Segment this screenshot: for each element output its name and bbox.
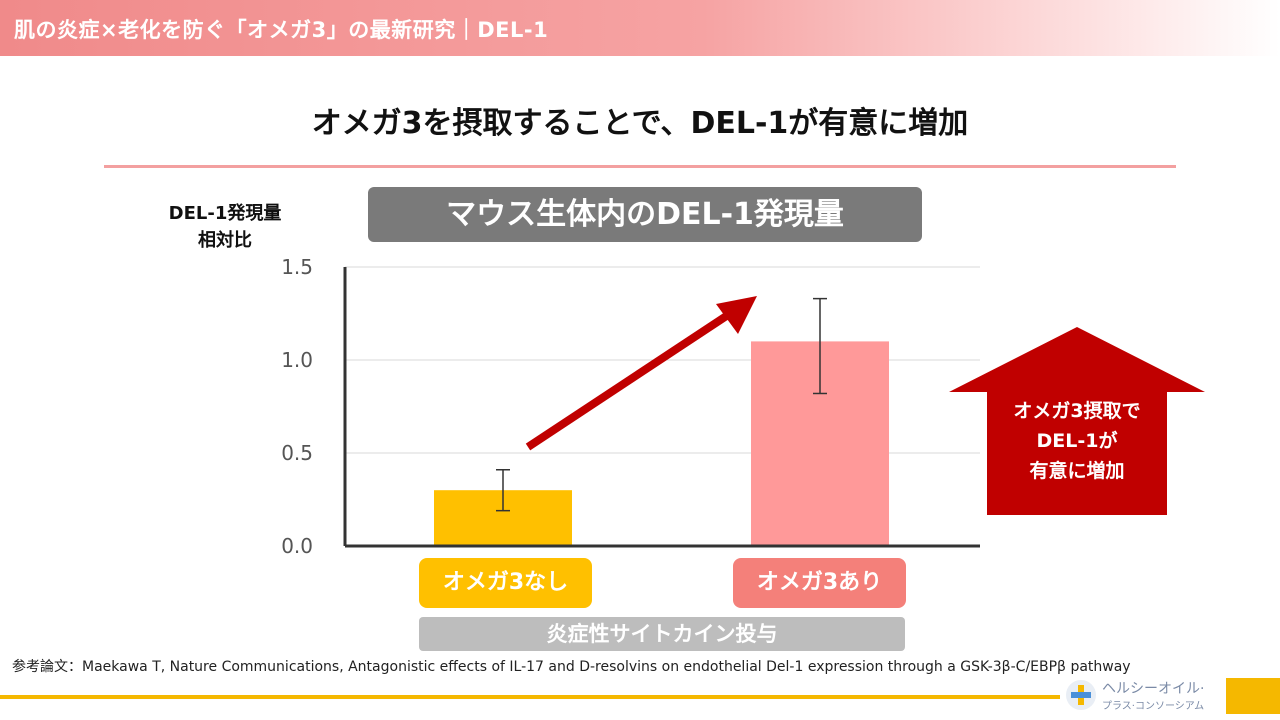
y-tick-label: 0.5 [281, 441, 313, 465]
corner-accent-block [1226, 678, 1280, 714]
y-axis-label-line2: 相対比 [198, 230, 252, 251]
y-axis-label: DEL-1発現量 相対比 [140, 200, 310, 254]
page-title: オメガ3を摂取することで、DEL-1が有意に増加 [311, 106, 969, 141]
trend-arrow-head [716, 296, 757, 334]
consortium-logo: ヘルシーオイル· プラス·コンソーシアム [1066, 678, 1226, 718]
callout-line2: DEL-1が [1036, 430, 1118, 452]
callout-up-arrow [949, 327, 1205, 515]
footer-rule [0, 695, 1060, 699]
title-divider [104, 165, 1176, 168]
header-bar: 肌の炎症×老化を防ぐ「オメガ3」の最新研究｜DEL-1 [0, 0, 1280, 56]
x-group-label: 炎症性サイトカイン投与 [419, 617, 905, 651]
y-tick-label: 0.0 [281, 534, 313, 558]
callout-text: オメガ3摂取で DEL-1が 有意に増加 [990, 396, 1164, 486]
y-axis-label-line1: DEL-1発現量 [168, 203, 282, 224]
logo-text-line1: ヘルシーオイル· [1102, 681, 1205, 697]
trend-arrow [525, 303, 743, 451]
header-title: 肌の炎症×老化を防ぐ「オメガ3」の最新研究｜DEL-1 [14, 18, 549, 42]
chart-title: マウス生体内のDEL-1発現量 [368, 187, 922, 242]
reference-citation: 参考論文：Maekawa T, Nature Communications, A… [12, 659, 1131, 675]
callout-line3: 有意に増加 [1029, 460, 1125, 482]
y-tick-label: 1.0 [281, 348, 313, 372]
y-tick-label: 1.5 [281, 255, 313, 279]
category-label-without-omega3: オメガ3なし [419, 558, 592, 608]
category-label-with-omega3: オメガ3あり [733, 558, 906, 608]
logo-text-line2: プラス·コンソーシアム [1102, 701, 1205, 712]
plus-logo-icon [1066, 680, 1096, 710]
callout-line1: オメガ3摂取で [1013, 400, 1141, 422]
